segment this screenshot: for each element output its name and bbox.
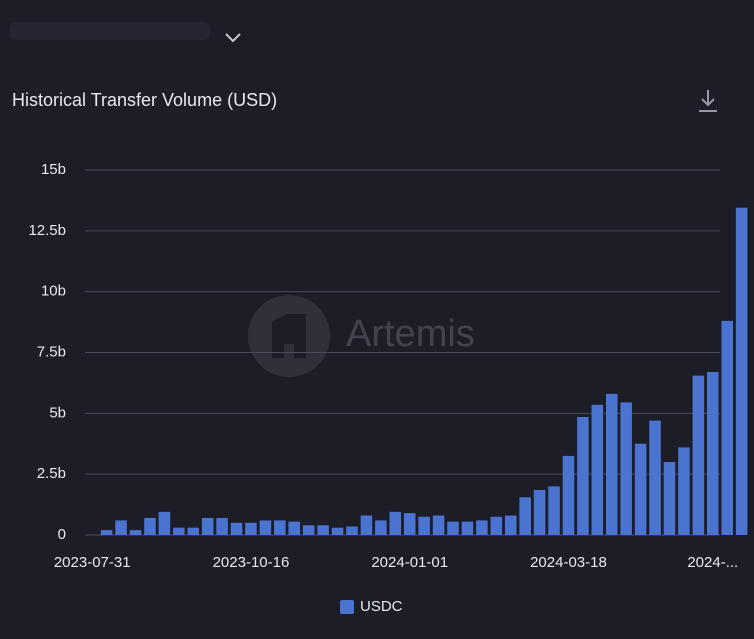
bar — [548, 486, 560, 535]
bar — [432, 515, 445, 535]
bar — [707, 371, 719, 535]
bar — [447, 521, 459, 535]
bar — [577, 416, 589, 535]
bar — [375, 520, 387, 535]
bar — [331, 527, 344, 535]
bar — [360, 515, 373, 535]
y-tick-label: 0 — [58, 526, 66, 543]
bar — [187, 527, 200, 535]
bar — [634, 443, 647, 535]
bar — [201, 517, 214, 535]
bar — [649, 420, 661, 535]
bar — [490, 516, 503, 535]
dropdown-chevron[interactable] — [225, 33, 241, 43]
bar — [692, 375, 705, 535]
x-tick-label: 2023-10-16 — [213, 554, 290, 571]
legend-label: USDC — [360, 598, 403, 615]
bar — [288, 521, 301, 535]
bar — [173, 527, 185, 535]
bar — [403, 513, 416, 535]
watermark: Artemis — [248, 295, 475, 377]
chart-title: Historical Transfer Volume (USD) — [12, 90, 277, 110]
bar — [129, 530, 142, 535]
bar — [533, 489, 546, 535]
bar — [735, 207, 748, 535]
watermark-text: Artemis — [346, 313, 475, 355]
bar — [274, 520, 286, 535]
bar — [100, 530, 113, 535]
bar — [519, 497, 531, 535]
x-tick-label: 2024-03-18 — [530, 554, 607, 571]
x-tick-label: 2024-01-01 — [371, 554, 448, 571]
bar — [302, 525, 315, 535]
y-tick-label: 2.5b — [37, 465, 66, 482]
bar — [591, 404, 604, 535]
bar — [678, 447, 690, 535]
download-icon[interactable] — [699, 90, 717, 112]
bar — [389, 511, 402, 535]
bar — [346, 526, 358, 535]
y-tick-label: 12.5b — [28, 222, 66, 239]
bar — [605, 393, 618, 535]
bar — [115, 520, 127, 535]
y-tick-label: 10b — [41, 283, 66, 300]
bar — [317, 525, 329, 535]
y-tick-label: 5b — [49, 404, 66, 421]
y-tick-label: 7.5b — [37, 343, 66, 360]
bar — [620, 402, 632, 535]
bar — [461, 521, 474, 535]
bar — [721, 320, 733, 535]
bar — [663, 462, 676, 535]
bar — [259, 520, 272, 535]
x-tick-label: 2024-... — [687, 554, 738, 571]
bar — [144, 517, 156, 535]
bar — [216, 517, 228, 535]
blurred-header — [10, 22, 210, 40]
bar — [230, 522, 243, 535]
bar — [504, 515, 517, 535]
bar — [562, 455, 575, 535]
y-tick-label: 15b — [41, 161, 66, 178]
bar — [476, 520, 488, 535]
bar — [245, 522, 257, 535]
bar — [418, 516, 430, 535]
bar — [158, 511, 171, 535]
x-tick-label: 2023-07-31 — [54, 554, 131, 571]
legend-swatch — [340, 600, 354, 614]
